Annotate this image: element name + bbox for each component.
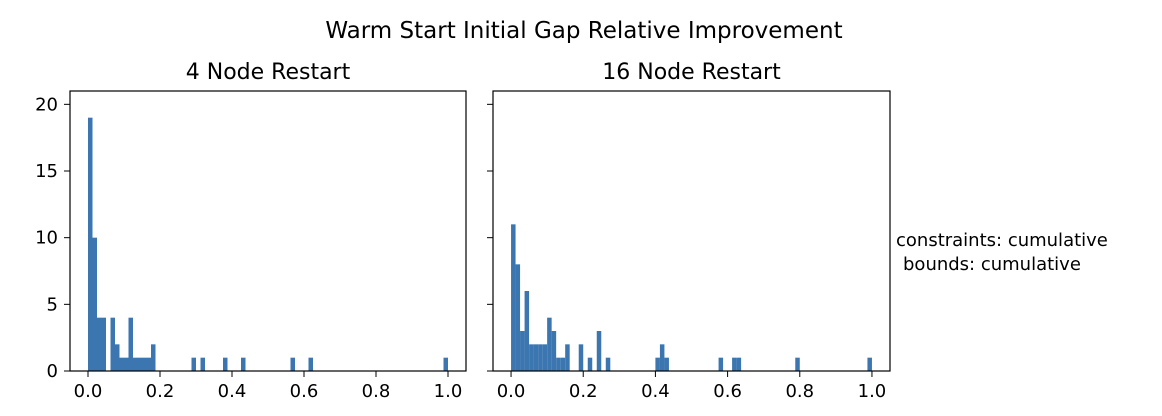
x-tick-label: 0.6 (713, 381, 742, 402)
histogram-bar (736, 357, 742, 371)
x-tick-label: 0.2 (569, 381, 598, 402)
histogram-panel-16-node: 16 Node Restart 0.0 0.2 0.4 0.6 0.8 1.0 (487, 60, 891, 402)
histogram-bar (133, 357, 138, 371)
histogram-bar (97, 317, 102, 371)
x-tick-label: 0.0 (497, 381, 526, 402)
histogram-bar (556, 357, 561, 371)
x-tick-label: 1.0 (858, 381, 887, 402)
histogram-bar (524, 291, 530, 371)
axes-frame (69, 90, 467, 372)
histogram-bar (146, 357, 151, 371)
histogram-bar (732, 357, 737, 371)
histogram-panel-4-node: 4 Node Restart 0.0 0.2 0.4 0.6 0.8 1.0 0 5 10 15 20 (35, 60, 467, 402)
histogram-bar (308, 357, 313, 371)
side-text-line-2: bounds: cumulative (903, 254, 1081, 275)
histogram-bar (443, 357, 448, 371)
x-tick-label: 1.0 (434, 381, 463, 402)
y-tick-label: 5 (47, 294, 58, 315)
x-tick-label: 0.6 (290, 381, 319, 402)
histogram-bar (241, 357, 246, 371)
y-tick-label: 10 (35, 228, 58, 249)
histogram-bar (128, 317, 133, 371)
histogram-bar (515, 264, 521, 371)
x-tick-label: 0.8 (362, 381, 391, 402)
histogram-bar (542, 344, 548, 371)
histogram-bar (191, 357, 196, 371)
histogram-bar (200, 357, 205, 371)
histogram-bar (119, 357, 124, 371)
histogram-bar (124, 357, 129, 371)
histogram-bar (560, 357, 566, 371)
y-tick-label: 15 (35, 161, 58, 182)
histogram-bar (867, 357, 872, 371)
histogram-bar (587, 357, 593, 371)
histogram-bar (151, 344, 156, 371)
x-tick-label: 0.0 (74, 381, 103, 402)
histogram-bar (533, 344, 539, 371)
histogram-bar (110, 317, 115, 371)
histogram-bar (596, 331, 602, 371)
subplot-title: 4 Node Restart (186, 60, 351, 85)
histogram-bar (664, 357, 669, 371)
figure-suptitle: Warm Start Initial Gap Relative Improvem… (325, 18, 842, 44)
histogram-bar (115, 344, 120, 371)
histogram-bar (547, 317, 552, 371)
y-tick-label: 20 (35, 94, 58, 115)
histogram-bar (290, 357, 295, 371)
histogram-bar (223, 357, 228, 371)
histogram-bar (659, 344, 665, 371)
histogram-bar (92, 237, 97, 371)
histogram-bar (88, 117, 93, 371)
histogram-bar (718, 357, 724, 371)
histogram-bar (565, 344, 570, 371)
histogram-bar (137, 357, 142, 371)
histogram-bar (655, 357, 660, 371)
x-tick-label: 0.4 (641, 381, 670, 402)
histogram-bar (605, 357, 611, 371)
histogram-bar (795, 357, 800, 371)
x-tick-label: 0.2 (146, 381, 175, 402)
side-text-line-1: constraints: cumulative (896, 230, 1108, 251)
histogram-bar (578, 344, 584, 371)
y-tick-label: 0 (47, 361, 58, 382)
x-tick-label: 0.4 (218, 381, 247, 402)
histogram-bar (529, 344, 534, 371)
histogram-bar (142, 357, 147, 371)
subplot-title: 16 Node Restart (602, 60, 781, 85)
histogram-bar (538, 344, 543, 371)
histogram-bar (101, 317, 106, 371)
histogram-bar (520, 331, 525, 371)
histogram-bar (511, 224, 516, 371)
axes-frame (492, 90, 891, 372)
x-tick-label: 0.8 (785, 381, 814, 402)
histogram-bar (551, 331, 557, 371)
